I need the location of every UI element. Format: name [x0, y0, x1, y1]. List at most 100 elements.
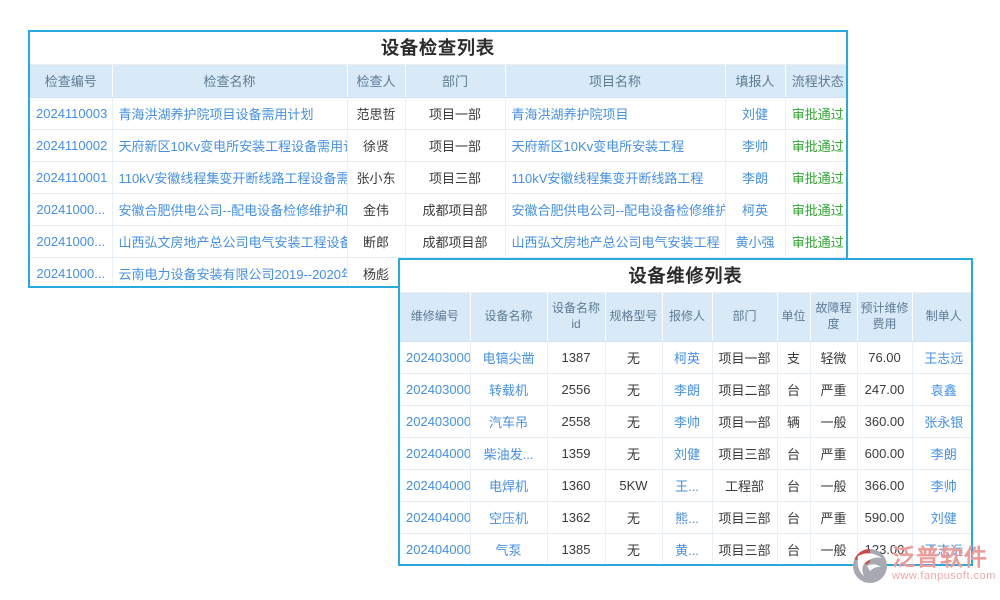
- table-cell: 无: [605, 341, 663, 374]
- cell-link[interactable]: 李帅: [725, 129, 786, 162]
- cell-link[interactable]: 20241000...: [30, 193, 113, 226]
- cell-link[interactable]: 转载机: [470, 373, 548, 406]
- table-cell: 成都项目部: [405, 225, 506, 258]
- table-row: 20241000... 安徽合肥供电公司--配电设备检修维护和... 金伟 成都项目部…: [30, 193, 846, 226]
- table-cell: 一般: [810, 469, 858, 502]
- cell-link[interactable]: 刘健: [912, 501, 971, 534]
- table-cell: 项目三部: [712, 533, 778, 564]
- cell-link[interactable]: 2024030001: [400, 341, 471, 374]
- cell-link[interactable]: 2024110003: [30, 97, 113, 130]
- cell-link[interactable]: 天府新区10Kv变电所安装工程: [505, 129, 726, 162]
- cell-link[interactable]: 袁鑫: [912, 373, 971, 406]
- cell-link[interactable]: 2024110002: [30, 129, 113, 162]
- table-row: 2024110001 110kV安徽线程集变开断线路工程设备需... 张小东 项目三部…: [30, 161, 846, 194]
- table-cell: 台: [777, 437, 811, 470]
- table-cell: 无: [605, 373, 663, 406]
- fanpu-logo-name: 泛普软件: [892, 544, 988, 570]
- cell-link[interactable]: 安徽合肥供电公司--配电设备检修维护和...: [112, 193, 348, 226]
- cell-link[interactable]: 2024040001: [400, 437, 471, 470]
- table-cell: 360.00: [857, 405, 913, 438]
- table-cell: 张小东: [347, 161, 406, 194]
- column-header: 部门: [405, 65, 506, 98]
- column-header: 设备名称id: [547, 293, 606, 342]
- column-header: 检查人: [347, 65, 406, 98]
- fanpu-logo: 泛普软件 www.fanpusoft.com: [850, 544, 1000, 596]
- column-header: 填报人: [725, 65, 786, 98]
- table-cell: 支: [777, 341, 811, 374]
- table-cell: 无: [605, 533, 663, 564]
- cell-link[interactable]: 2024030002: [400, 373, 471, 406]
- table-cell: 审批通过: [785, 193, 846, 226]
- table-cell: 台: [777, 469, 811, 502]
- cell-link[interactable]: 李朗: [725, 161, 786, 194]
- cell-link[interactable]: 柴油发...: [470, 437, 548, 470]
- cell-link[interactable]: 柯英: [662, 341, 713, 374]
- cell-link[interactable]: 王...: [662, 469, 713, 502]
- cell-link[interactable]: 110kV安徽线程集变开断线路工程设备需...: [112, 161, 348, 194]
- table-cell: 断郎: [347, 225, 406, 258]
- column-header: 预计维修费用: [857, 293, 913, 342]
- column-header: 部门: [712, 293, 778, 342]
- cell-link[interactable]: 王志远: [912, 533, 971, 564]
- cell-link[interactable]: 李帅: [662, 405, 713, 438]
- cell-link[interactable]: 安徽合肥供电公司--配电设备检修维护...: [505, 193, 726, 226]
- table-cell: 76.00: [857, 341, 913, 374]
- cell-link[interactable]: 110kV安徽线程集变开断线路工程: [505, 161, 726, 194]
- column-header: 规格型号: [605, 293, 663, 342]
- table-cell: 成都项目部: [405, 193, 506, 226]
- table-cell: 5KW: [605, 469, 663, 502]
- cell-link[interactable]: 张永银: [912, 405, 971, 438]
- cell-link[interactable]: 青海洪湖养护院项目设备需用计划: [112, 97, 348, 130]
- table-cell: 范思哲: [347, 97, 406, 130]
- cell-link[interactable]: 山西弘文房地产总公司电气安装工程设备...: [112, 225, 348, 258]
- cell-link[interactable]: 气泵: [470, 533, 548, 564]
- column-header: 报修人: [662, 293, 713, 342]
- table-row: 2024110003 青海洪湖养护院项目设备需用计划 范思哲 项目一部 青海洪湖养护院项…: [30, 97, 846, 130]
- cell-link[interactable]: 电镐尖凿: [470, 341, 548, 374]
- cell-link[interactable]: 20241000...: [30, 257, 113, 286]
- cell-link[interactable]: 青海洪湖养护院项目: [505, 97, 726, 130]
- table-cell: 1359: [547, 437, 606, 470]
- cell-link[interactable]: 李朗: [912, 437, 971, 470]
- table-cell: 1387: [547, 341, 606, 374]
- cell-link[interactable]: 黄小强: [725, 225, 786, 258]
- cell-link[interactable]: 王志远: [912, 341, 971, 374]
- table-cell: 项目一部: [405, 97, 506, 130]
- cell-link[interactable]: 刘健: [662, 437, 713, 470]
- table-cell: 台: [777, 373, 811, 406]
- cell-link[interactable]: 云南电力设备安装有限公司2019--2020年...: [112, 257, 348, 286]
- column-header: 检查编号: [30, 65, 113, 98]
- table-cell: 一般: [810, 405, 858, 438]
- column-header: 流程状态: [785, 65, 846, 98]
- table-cell: 严重: [810, 501, 858, 534]
- cell-link[interactable]: 2024040004: [400, 533, 471, 564]
- cell-link[interactable]: 柯英: [725, 193, 786, 226]
- cell-link[interactable]: 电焊机: [470, 469, 548, 502]
- cell-link[interactable]: 李帅: [912, 469, 971, 502]
- table-cell: 1385: [547, 533, 606, 564]
- cell-link[interactable]: 2024110001: [30, 161, 113, 194]
- cell-link[interactable]: 2024040003: [400, 501, 471, 534]
- cell-link[interactable]: 天府新区10Kv变电所安装工程设备需用计划: [112, 129, 348, 162]
- repair-table-header: 维修编号 设备名称 设备名称id 规格型号 报修人 部门 单位 故障程度 预计维…: [400, 293, 971, 342]
- table-cell: 无: [605, 405, 663, 438]
- cell-link[interactable]: 黄...: [662, 533, 713, 564]
- cell-link[interactable]: 熊...: [662, 501, 713, 534]
- cell-link[interactable]: 山西弘文房地产总公司电气安装工程: [505, 225, 726, 258]
- cell-link[interactable]: 20241000...: [30, 225, 113, 258]
- table-cell: 无: [605, 437, 663, 470]
- repair-table-title: 设备维修列表: [400, 260, 971, 293]
- cell-link[interactable]: 空压机: [470, 501, 548, 534]
- table-cell: 项目二部: [712, 373, 778, 406]
- cell-link[interactable]: 汽车吊: [470, 405, 548, 438]
- cell-link[interactable]: 2024030003: [400, 405, 471, 438]
- cell-link[interactable]: 刘健: [725, 97, 786, 130]
- cell-link[interactable]: 2024040002: [400, 469, 471, 502]
- cell-link[interactable]: 李朗: [662, 373, 713, 406]
- table-cell: 项目一部: [405, 129, 506, 162]
- inspection-table-card: 设备检查列表 检查编号 检查名称 检查人 部门 项目名称 填报人 流程状态 20…: [28, 30, 848, 288]
